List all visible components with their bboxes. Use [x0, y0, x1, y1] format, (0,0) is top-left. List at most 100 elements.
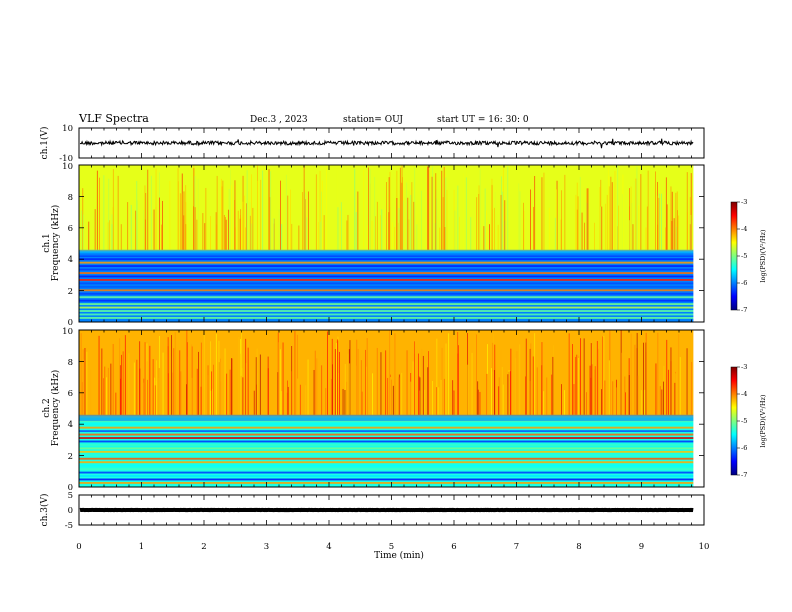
spectrogram-streak [657, 181, 658, 250]
spectrogram-streak [457, 185, 459, 250]
spectrogram-streak [556, 189, 557, 250]
spectrogram-streak [280, 180, 281, 250]
spectrogram-streak [156, 360, 157, 415]
spectrogram-streak [96, 170, 98, 250]
spectrogram-streak [454, 210, 456, 250]
spectrogram-streak [621, 352, 622, 415]
spectrogram-streak [185, 224, 187, 250]
spectrogram-streak [492, 333, 494, 415]
spectrogram-streak [432, 166, 433, 250]
spectrogram-streak [666, 204, 668, 250]
spectrogram-line [79, 306, 694, 309]
spectrogram-streak [120, 224, 122, 250]
spectrogram-streak [357, 191, 359, 250]
spectrogram-streak [143, 210, 145, 250]
spectrogram-streak [306, 217, 308, 250]
spectrogram-line [79, 282, 694, 285]
spectrogram-streak [492, 371, 494, 415]
spectrogram-streak [548, 207, 550, 250]
spectrogram-streak [661, 389, 663, 415]
spectrogram-streak [202, 213, 204, 250]
spectrogram-streak [315, 174, 317, 250]
spectrogram-line [79, 440, 694, 443]
spectrogram-streak [111, 224, 113, 250]
spectrogram-streak [534, 175, 536, 250]
spectrogram-streak [171, 372, 173, 415]
spectrogram-streak [124, 335, 126, 415]
spectrogram-streak [589, 365, 591, 415]
spectrogram-streak [529, 381, 531, 415]
spectrogram-streak [523, 202, 524, 250]
spectrogram-streak [185, 185, 187, 250]
spectrogram-streak [458, 345, 459, 415]
spectrogram-streak [106, 377, 108, 415]
spectrogram-streak [690, 173, 692, 250]
spectrogram-line [79, 481, 694, 484]
spectrogram-streak [193, 168, 195, 250]
spectrogram-streak [386, 182, 387, 250]
spectrogram-streak [344, 364, 346, 415]
spectrogram-streak [353, 388, 354, 415]
spectrogram-streak [117, 175, 119, 250]
spectrogram-streak [380, 352, 382, 415]
spectrogram-streak [150, 175, 152, 250]
spectrogram-streak [268, 169, 270, 250]
spectrogram-streak [337, 339, 338, 415]
spectrogram-streak [99, 177, 100, 250]
spectrogram-streak [479, 391, 481, 415]
spectrogram-streak [611, 182, 613, 250]
spectrogram-streak [239, 353, 241, 415]
spectrogram-streak [130, 204, 132, 250]
spectrogram-streak [609, 330, 611, 415]
spectrogram-streak [310, 203, 312, 250]
spectrogram-streak [242, 201, 244, 250]
spectrogram-streak [122, 351, 124, 415]
spectrogram-streak [194, 207, 196, 250]
spectrogram-streak [668, 369, 669, 415]
spectrogram-streak [487, 344, 488, 415]
spectrogram-streak [612, 381, 614, 415]
spectrogram-streak [441, 170, 443, 250]
spectrogram-streak [636, 332, 638, 415]
spectrogram-streak [380, 215, 382, 250]
spectrogram-streak [644, 389, 646, 415]
spectrogram-streak [155, 168, 157, 250]
spectrogram-nodata [693, 165, 704, 322]
xtick-label-2: 2 [201, 542, 206, 552]
spectrogram-streak [443, 378, 445, 415]
spectrogram-streak [632, 224, 634, 250]
spectrogram-streak [502, 384, 504, 415]
spectrogram-streak [302, 192, 303, 250]
spectrogram-streak [179, 350, 181, 415]
spectrogram-streak [169, 180, 171, 250]
spectrogram-streak [516, 351, 518, 415]
spectrogram-streak [494, 207, 495, 250]
spectrogram-streak [439, 227, 441, 250]
spectrogram-streak [578, 357, 579, 415]
spectrogram-streak [655, 363, 657, 415]
ch1-waveform-trace [79, 138, 694, 149]
spectrogram-streak [187, 222, 189, 250]
spectrogram-streak [575, 356, 577, 415]
spectrogram-streak [152, 359, 154, 415]
spectrogram-streak [634, 344, 636, 415]
spectrogram-streak [107, 367, 109, 415]
spectrogram-streak [436, 387, 437, 415]
spectrogram-streak [394, 333, 396, 415]
ch2-spectrogram-ticks [78, 329, 705, 488]
spectrogram-streak [257, 165, 258, 250]
spectrogram-streak [363, 169, 365, 250]
spectrogram-line [79, 310, 694, 312]
spectrogram-streak [399, 167, 401, 250]
spectrogram-streak [334, 349, 336, 415]
spectrogram-streak [635, 178, 637, 250]
spectrogram-streak [245, 227, 246, 250]
spectrogram-streak [636, 167, 637, 250]
spectrogram-streak [428, 166, 430, 250]
spectrogram-streak [162, 200, 163, 250]
spectrogram-streak [470, 217, 472, 250]
spectrogram-streak [394, 226, 396, 250]
spectrogram-streak [205, 187, 207, 250]
spectrogram-streak [515, 358, 517, 415]
spectrogram-streak [386, 198, 388, 250]
